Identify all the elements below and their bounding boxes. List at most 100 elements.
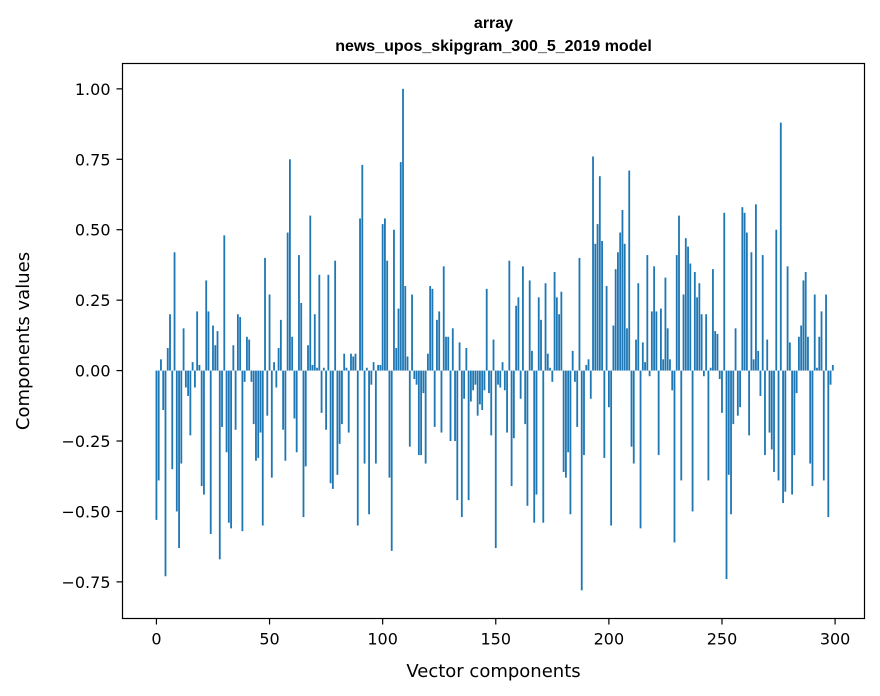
bar-92 — [363, 370, 366, 464]
y-tick-label: 0.75 — [75, 150, 111, 169]
bar-19 — [198, 364, 201, 371]
bar-263 — [750, 252, 753, 371]
bar-176 — [553, 271, 556, 371]
bar-287 — [804, 271, 807, 371]
bar-166 — [531, 350, 533, 371]
bar-230 — [675, 255, 678, 371]
y-tick-label: 1.00 — [75, 80, 111, 99]
bar-224 — [662, 359, 665, 371]
bar-98 — [377, 364, 380, 371]
bar-140 — [472, 370, 475, 391]
bar-96 — [372, 362, 375, 371]
bar-53 — [275, 370, 278, 388]
bar-112 — [408, 370, 411, 447]
bar-198 — [603, 370, 606, 458]
bar-123 — [433, 370, 436, 427]
bar-255 — [732, 370, 735, 425]
bar-227 — [669, 359, 671, 371]
bar-268 — [761, 255, 764, 371]
x-tick-label: 100 — [367, 630, 398, 649]
bar-297 — [827, 370, 830, 518]
bar-167 — [533, 370, 536, 523]
bar-215 — [641, 342, 644, 371]
bar-36 — [236, 314, 239, 371]
bar-57 — [284, 370, 287, 461]
bar-105 — [393, 229, 395, 371]
bar-127 — [442, 266, 445, 371]
bar-11 — [180, 370, 183, 464]
bar-231 — [678, 215, 680, 371]
x-tick-label: 0 — [151, 630, 161, 649]
bar-275 — [777, 370, 780, 481]
bar-85 — [347, 370, 350, 433]
bar-277 — [782, 370, 784, 503]
bar-270 — [766, 339, 769, 371]
bar-232 — [680, 370, 683, 481]
bar-236 — [689, 263, 692, 371]
bar-209 — [628, 170, 631, 371]
bar-244 — [707, 370, 710, 481]
bar-269 — [764, 370, 766, 456]
bar-210 — [630, 370, 633, 447]
bar-264 — [752, 359, 755, 371]
bar-248 — [716, 333, 719, 371]
bar-207 — [623, 243, 626, 371]
bar-149 — [492, 339, 495, 371]
bar-221 — [655, 311, 658, 371]
bar-114 — [413, 370, 416, 380]
bar-284 — [797, 336, 800, 371]
bar-80 — [336, 370, 339, 475]
bar-6 — [169, 314, 171, 371]
bar-298 — [829, 370, 832, 385]
bar-67 — [307, 345, 309, 371]
bar-60 — [291, 336, 294, 371]
bar-26 — [214, 345, 217, 371]
bar-4 — [164, 370, 167, 577]
bar-177 — [555, 297, 558, 371]
bar-24 — [209, 370, 212, 534]
bar-111 — [406, 356, 409, 371]
bar-87 — [352, 356, 355, 371]
bar-94 — [368, 370, 370, 515]
bar-66 — [304, 370, 307, 467]
bar-246 — [712, 269, 714, 371]
bar-181 — [564, 370, 567, 478]
bar-3 — [162, 370, 165, 411]
bar-79 — [334, 260, 337, 371]
bar-213 — [637, 283, 640, 371]
bar-241 — [700, 314, 703, 371]
bar-203 — [614, 269, 617, 371]
bar-13 — [184, 370, 187, 388]
bar-132 — [454, 370, 456, 442]
bar-40 — [246, 336, 248, 371]
y-axis-label: Components values — [13, 252, 34, 430]
bar-245 — [709, 367, 712, 371]
bar-48 — [264, 257, 266, 371]
bar-65 — [302, 370, 305, 518]
plot-frame — [121, 62, 866, 620]
bar-159 — [515, 305, 518, 371]
bar-130 — [449, 370, 452, 442]
bar-83 — [343, 353, 346, 371]
bar-299 — [831, 364, 834, 371]
bar-175 — [551, 370, 554, 382]
bar-136 — [463, 370, 465, 399]
bar-50 — [268, 294, 271, 371]
bar-151 — [497, 370, 499, 385]
bar-81 — [338, 370, 341, 444]
bar-32 — [227, 370, 230, 523]
bar-117 — [420, 370, 423, 456]
bar-95 — [370, 370, 373, 385]
bar-278 — [784, 370, 787, 492]
bar-104 — [390, 370, 393, 551]
bar-84 — [345, 367, 348, 371]
bar-62 — [295, 370, 298, 453]
bar-52 — [273, 362, 275, 371]
bar-59 — [289, 159, 291, 371]
bar-182 — [567, 370, 570, 453]
bar-267 — [759, 370, 762, 396]
bar-137 — [465, 348, 468, 371]
bar-290 — [811, 370, 814, 487]
y-tick-label: −0.25 — [61, 432, 110, 451]
y-tick-label: 0.00 — [75, 362, 111, 381]
